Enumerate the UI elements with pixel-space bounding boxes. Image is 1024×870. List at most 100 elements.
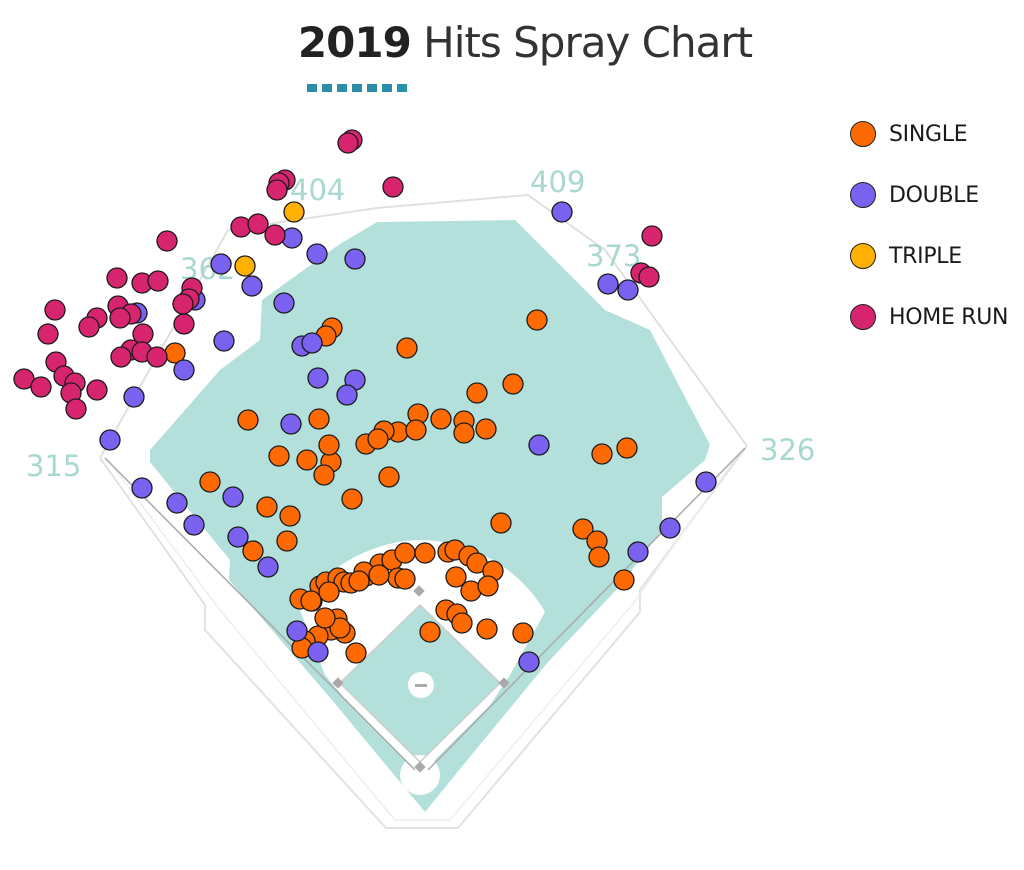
hit-single-76: [419, 621, 441, 643]
hit-home-run-35: [30, 376, 52, 398]
hit-double-27: [257, 556, 279, 578]
hit-double-28: [695, 471, 717, 493]
hit-double-7: [241, 275, 263, 297]
hit-home-run-18: [44, 299, 66, 321]
hit-double-26: [227, 526, 249, 548]
hit-single-21: [318, 434, 340, 456]
legend-label-double: DOUBLE: [889, 182, 979, 208]
legend-item-double: DOUBLE: [850, 179, 1008, 211]
legend-swatch-single: [850, 121, 876, 147]
legend-item-single: SINGLE: [850, 118, 1008, 150]
chart-title: 2019 Hits Spray Chart: [0, 18, 1024, 67]
legend: SINGLE DOUBLE TRIPLE HOME RUN: [850, 118, 1008, 362]
hit-home-run-4: [266, 179, 288, 201]
hit-double-11: [213, 330, 235, 352]
hit-single-26: [256, 496, 278, 518]
legend-swatch-double: [850, 182, 876, 208]
hit-double-19: [123, 386, 145, 408]
hit-single-68: [394, 568, 416, 590]
hit-single-66: [345, 642, 367, 664]
hit-double-12: [173, 359, 195, 381]
hit-double-4: [306, 243, 328, 265]
hit-single-35: [588, 546, 610, 568]
hit-home-run-31: [146, 346, 168, 368]
hit-double-17: [336, 384, 358, 406]
hit-single-10: [475, 418, 497, 440]
title-text: Hits Spray Chart: [423, 18, 753, 67]
hit-single-72: [477, 575, 499, 597]
hit-home-run-29: [110, 346, 132, 368]
hit-double-30: [627, 541, 649, 563]
hit-single-1: [396, 337, 418, 359]
hit-single-5: [466, 382, 488, 404]
hit-single-32: [490, 512, 512, 534]
first-base: [498, 677, 510, 689]
hit-single-33: [572, 518, 594, 540]
pitchers-rubber: [415, 684, 427, 687]
hit-single-56: [348, 570, 370, 592]
hit-single-0: [526, 309, 548, 331]
hit-double-1: [597, 273, 619, 295]
distance-right-center-deep: 409: [530, 165, 585, 199]
hit-double-29: [659, 517, 681, 539]
hit-single-18: [268, 445, 290, 467]
hit-double-15: [307, 367, 329, 389]
hit-home-run-24: [172, 293, 194, 315]
hit-single-30: [591, 443, 613, 465]
hit-home-run-9: [156, 230, 178, 252]
hit-home-run-38: [65, 398, 87, 420]
hit-home-run-39: [86, 379, 108, 401]
grass: [150, 220, 710, 812]
hit-single-24: [341, 488, 363, 510]
hit-single-16: [367, 428, 389, 450]
hit-double-23: [166, 492, 188, 514]
hit-single-25: [199, 471, 221, 493]
inner-stadium-outline: [107, 451, 741, 821]
hit-single-79: [329, 617, 351, 639]
hit-single-17: [453, 422, 475, 444]
hit-home-run-12: [638, 266, 660, 288]
hit-single-77: [476, 618, 498, 640]
hit-single-57: [318, 581, 340, 603]
hit-double-2: [617, 279, 639, 301]
hit-single-19: [296, 449, 318, 471]
hit-single-69: [445, 566, 467, 588]
legend-item-triple: TRIPLE: [850, 240, 1008, 272]
hit-home-run-1: [337, 132, 359, 154]
hit-double-32: [307, 641, 329, 663]
legend-label-single: SINGLE: [889, 121, 968, 147]
hit-double-6: [210, 253, 232, 275]
hit-single-80: [314, 607, 336, 629]
hit-home-run-13: [106, 267, 128, 289]
hit-single-58: [300, 590, 322, 612]
hit-single-49: [414, 542, 436, 564]
hit-home-run-26: [37, 323, 59, 345]
hit-home-run-8: [264, 224, 286, 246]
legend-label-home-run: HOME RUN: [889, 304, 1009, 330]
legend-swatch-home-run: [850, 304, 876, 330]
hit-single-31: [616, 437, 638, 459]
hit-triple-1: [234, 255, 256, 277]
hit-single-29: [242, 540, 264, 562]
hit-single-78: [512, 622, 534, 644]
hit-single-75: [451, 612, 473, 634]
left-foul-line: [104, 457, 416, 771]
hit-single-13: [405, 419, 427, 441]
distance-center: 404: [290, 173, 345, 207]
hit-double-18: [280, 413, 302, 435]
hit-home-run-7: [247, 213, 269, 235]
hit-double-33: [286, 620, 308, 642]
hit-points: [13, 129, 717, 673]
legend-label-triple: TRIPLE: [889, 243, 962, 269]
hit-home-run-22: [78, 316, 100, 338]
hit-double-31: [518, 651, 540, 673]
hit-double-25: [222, 486, 244, 508]
hit-single-8: [430, 408, 452, 430]
third-base: [332, 677, 344, 689]
hit-double-20: [99, 429, 121, 451]
hit-single-23: [378, 466, 400, 488]
legend-item-home-run: HOME RUN: [850, 301, 1008, 333]
distance-right-line: 326: [760, 433, 815, 467]
second-base: [413, 585, 425, 597]
